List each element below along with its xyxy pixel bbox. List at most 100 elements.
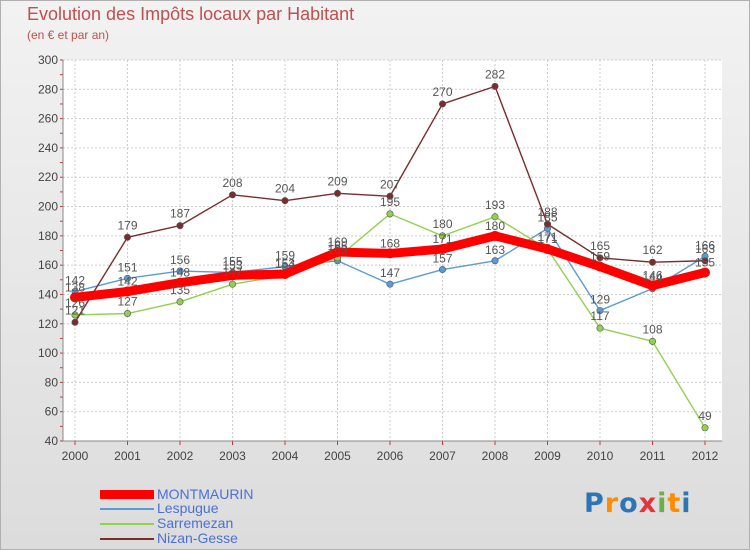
y-tick-label: 120 bbox=[38, 317, 58, 331]
data-label-nizan-gesse: 162 bbox=[642, 243, 662, 257]
data-label-lespugue: 163 bbox=[485, 243, 505, 257]
data-label-montmaurin: 180 bbox=[485, 219, 505, 233]
x-tick-label: 2004 bbox=[272, 449, 299, 463]
data-label-nizan-gesse: 165 bbox=[590, 239, 610, 253]
data-point-montmaurin bbox=[437, 244, 448, 255]
data-point-sarremezan bbox=[176, 298, 184, 306]
y-tick-label: 40 bbox=[45, 434, 59, 448]
legend-swatch bbox=[100, 537, 154, 540]
data-point-nizan-gesse bbox=[596, 254, 604, 262]
y-tick-label: 220 bbox=[38, 170, 58, 184]
data-label-lespugue: 156 bbox=[170, 253, 190, 267]
data-point-sarremezan bbox=[229, 280, 237, 288]
data-label-lespugue: 159 bbox=[275, 249, 295, 263]
data-point-sarremezan bbox=[71, 311, 79, 319]
legend-swatch bbox=[100, 490, 154, 499]
data-point-lespugue bbox=[124, 274, 132, 282]
data-label-montmaurin: 154 bbox=[275, 257, 295, 271]
data-point-nizan-gesse bbox=[701, 257, 709, 265]
data-label-sarremezan: 193 bbox=[485, 198, 505, 212]
data-point-sarremezan bbox=[701, 424, 709, 432]
data-point-montmaurin bbox=[385, 248, 395, 259]
data-point-montmaurin bbox=[280, 268, 290, 279]
y-tick-label: 160 bbox=[38, 258, 58, 272]
data-label-nizan-gesse: 187 bbox=[170, 207, 190, 221]
proxiti-logo: Proxiti bbox=[584, 488, 692, 519]
data-point-sarremezan bbox=[386, 210, 394, 218]
y-tick-label: 200 bbox=[38, 200, 58, 214]
data-label-nizan-gesse: 188 bbox=[537, 205, 557, 219]
logo-letter: i bbox=[657, 488, 668, 519]
data-label-nizan-gesse: 207 bbox=[380, 177, 400, 191]
legend-item-sarremezan: Sarremezan bbox=[100, 516, 233, 531]
data-label-montmaurin: 159 bbox=[590, 250, 610, 264]
legend-item-nizan-gesse: Nizan-Gesse bbox=[100, 531, 238, 546]
data-label-nizan-gesse: 270 bbox=[432, 85, 452, 99]
legend-label: Lespugue bbox=[157, 500, 219, 516]
legend-item-lespugue: Lespugue bbox=[100, 501, 219, 516]
data-label-montmaurin: 153 bbox=[222, 258, 242, 272]
data-label-montmaurin: 138 bbox=[65, 280, 85, 294]
legend-swatch bbox=[100, 507, 154, 510]
logo-letter: r bbox=[604, 488, 620, 519]
y-tick-label: 240 bbox=[38, 141, 58, 155]
data-point-nizan-gesse bbox=[281, 197, 289, 205]
x-tick-label: 2005 bbox=[324, 449, 351, 463]
x-tick-label: 2011 bbox=[640, 449, 666, 463]
data-point-nizan-gesse bbox=[438, 100, 446, 108]
chart-title: Evolution des Impôts locaux par Habitant bbox=[27, 4, 355, 24]
data-label-montmaurin: 171 bbox=[537, 232, 557, 246]
data-label-lespugue: 147 bbox=[380, 266, 400, 280]
logo-letter: t bbox=[667, 488, 682, 519]
data-point-nizan-gesse bbox=[648, 258, 656, 266]
data-point-montmaurin bbox=[227, 270, 238, 281]
data-point-montmaurin bbox=[542, 244, 553, 255]
y-tick-label: 100 bbox=[38, 346, 58, 360]
data-label-montmaurin: 168 bbox=[380, 236, 400, 250]
data-point-montmaurin bbox=[175, 277, 185, 288]
y-tick-label: 280 bbox=[38, 82, 58, 96]
data-point-nizan-gesse bbox=[491, 82, 499, 90]
data-label-lespugue: 151 bbox=[117, 260, 137, 274]
x-tick-label: 2010 bbox=[587, 449, 614, 463]
data-point-nizan-gesse bbox=[229, 191, 237, 199]
data-point-nizan-gesse bbox=[71, 318, 79, 326]
data-label-nizan-gesse: 121 bbox=[65, 303, 85, 317]
x-tick-label: 2001 bbox=[114, 449, 141, 463]
y-tick-label: 140 bbox=[38, 287, 58, 301]
data-label-sarremezan: 195 bbox=[380, 195, 400, 209]
data-label-sarremezan: 147 bbox=[222, 265, 242, 279]
data-label-sarremezan: 180 bbox=[432, 217, 452, 231]
data-point-nizan-gesse bbox=[386, 192, 394, 200]
y-tick-label: 60 bbox=[45, 405, 59, 419]
y-tick-label: 80 bbox=[45, 375, 59, 389]
data-label-sarremezan: 127 bbox=[117, 295, 137, 309]
data-point-sarremezan bbox=[648, 337, 656, 345]
data-label-lespugue: 142 bbox=[65, 274, 85, 288]
data-point-sarremezan bbox=[124, 310, 132, 318]
x-tick-label: 2006 bbox=[377, 449, 404, 463]
data-label-sarremezan: 171 bbox=[537, 230, 557, 244]
data-label-sarremezan: 108 bbox=[642, 322, 662, 336]
data-label-nizan-gesse: 208 bbox=[222, 176, 242, 190]
data-point-montmaurin bbox=[700, 267, 710, 278]
y-tick-label: 260 bbox=[38, 112, 58, 126]
x-tick-label: 2007 bbox=[429, 449, 456, 463]
x-tick-label: 2000 bbox=[62, 449, 89, 463]
data-label-lespugue: 185 bbox=[537, 211, 557, 225]
data-point-sarremezan bbox=[491, 213, 499, 221]
data-label-lespugue: 144 bbox=[642, 271, 662, 285]
legend-label: MONTMAURIN bbox=[157, 486, 254, 502]
data-point-lespugue bbox=[491, 257, 499, 265]
data-label-sarremezan: 135 bbox=[170, 283, 190, 297]
data-label-nizan-gesse: 282 bbox=[485, 67, 505, 81]
data-point-nizan-gesse bbox=[124, 233, 132, 241]
data-label-sarremezan: 165 bbox=[327, 239, 347, 253]
data-label-montmaurin: 171 bbox=[432, 232, 452, 246]
data-point-lespugue bbox=[596, 307, 604, 315]
legend-swatch bbox=[100, 522, 154, 525]
x-tick-label: 2009 bbox=[534, 449, 561, 463]
legend-item-montmaurin: MONTMAURIN bbox=[100, 487, 253, 502]
data-point-nizan-gesse bbox=[333, 189, 341, 197]
